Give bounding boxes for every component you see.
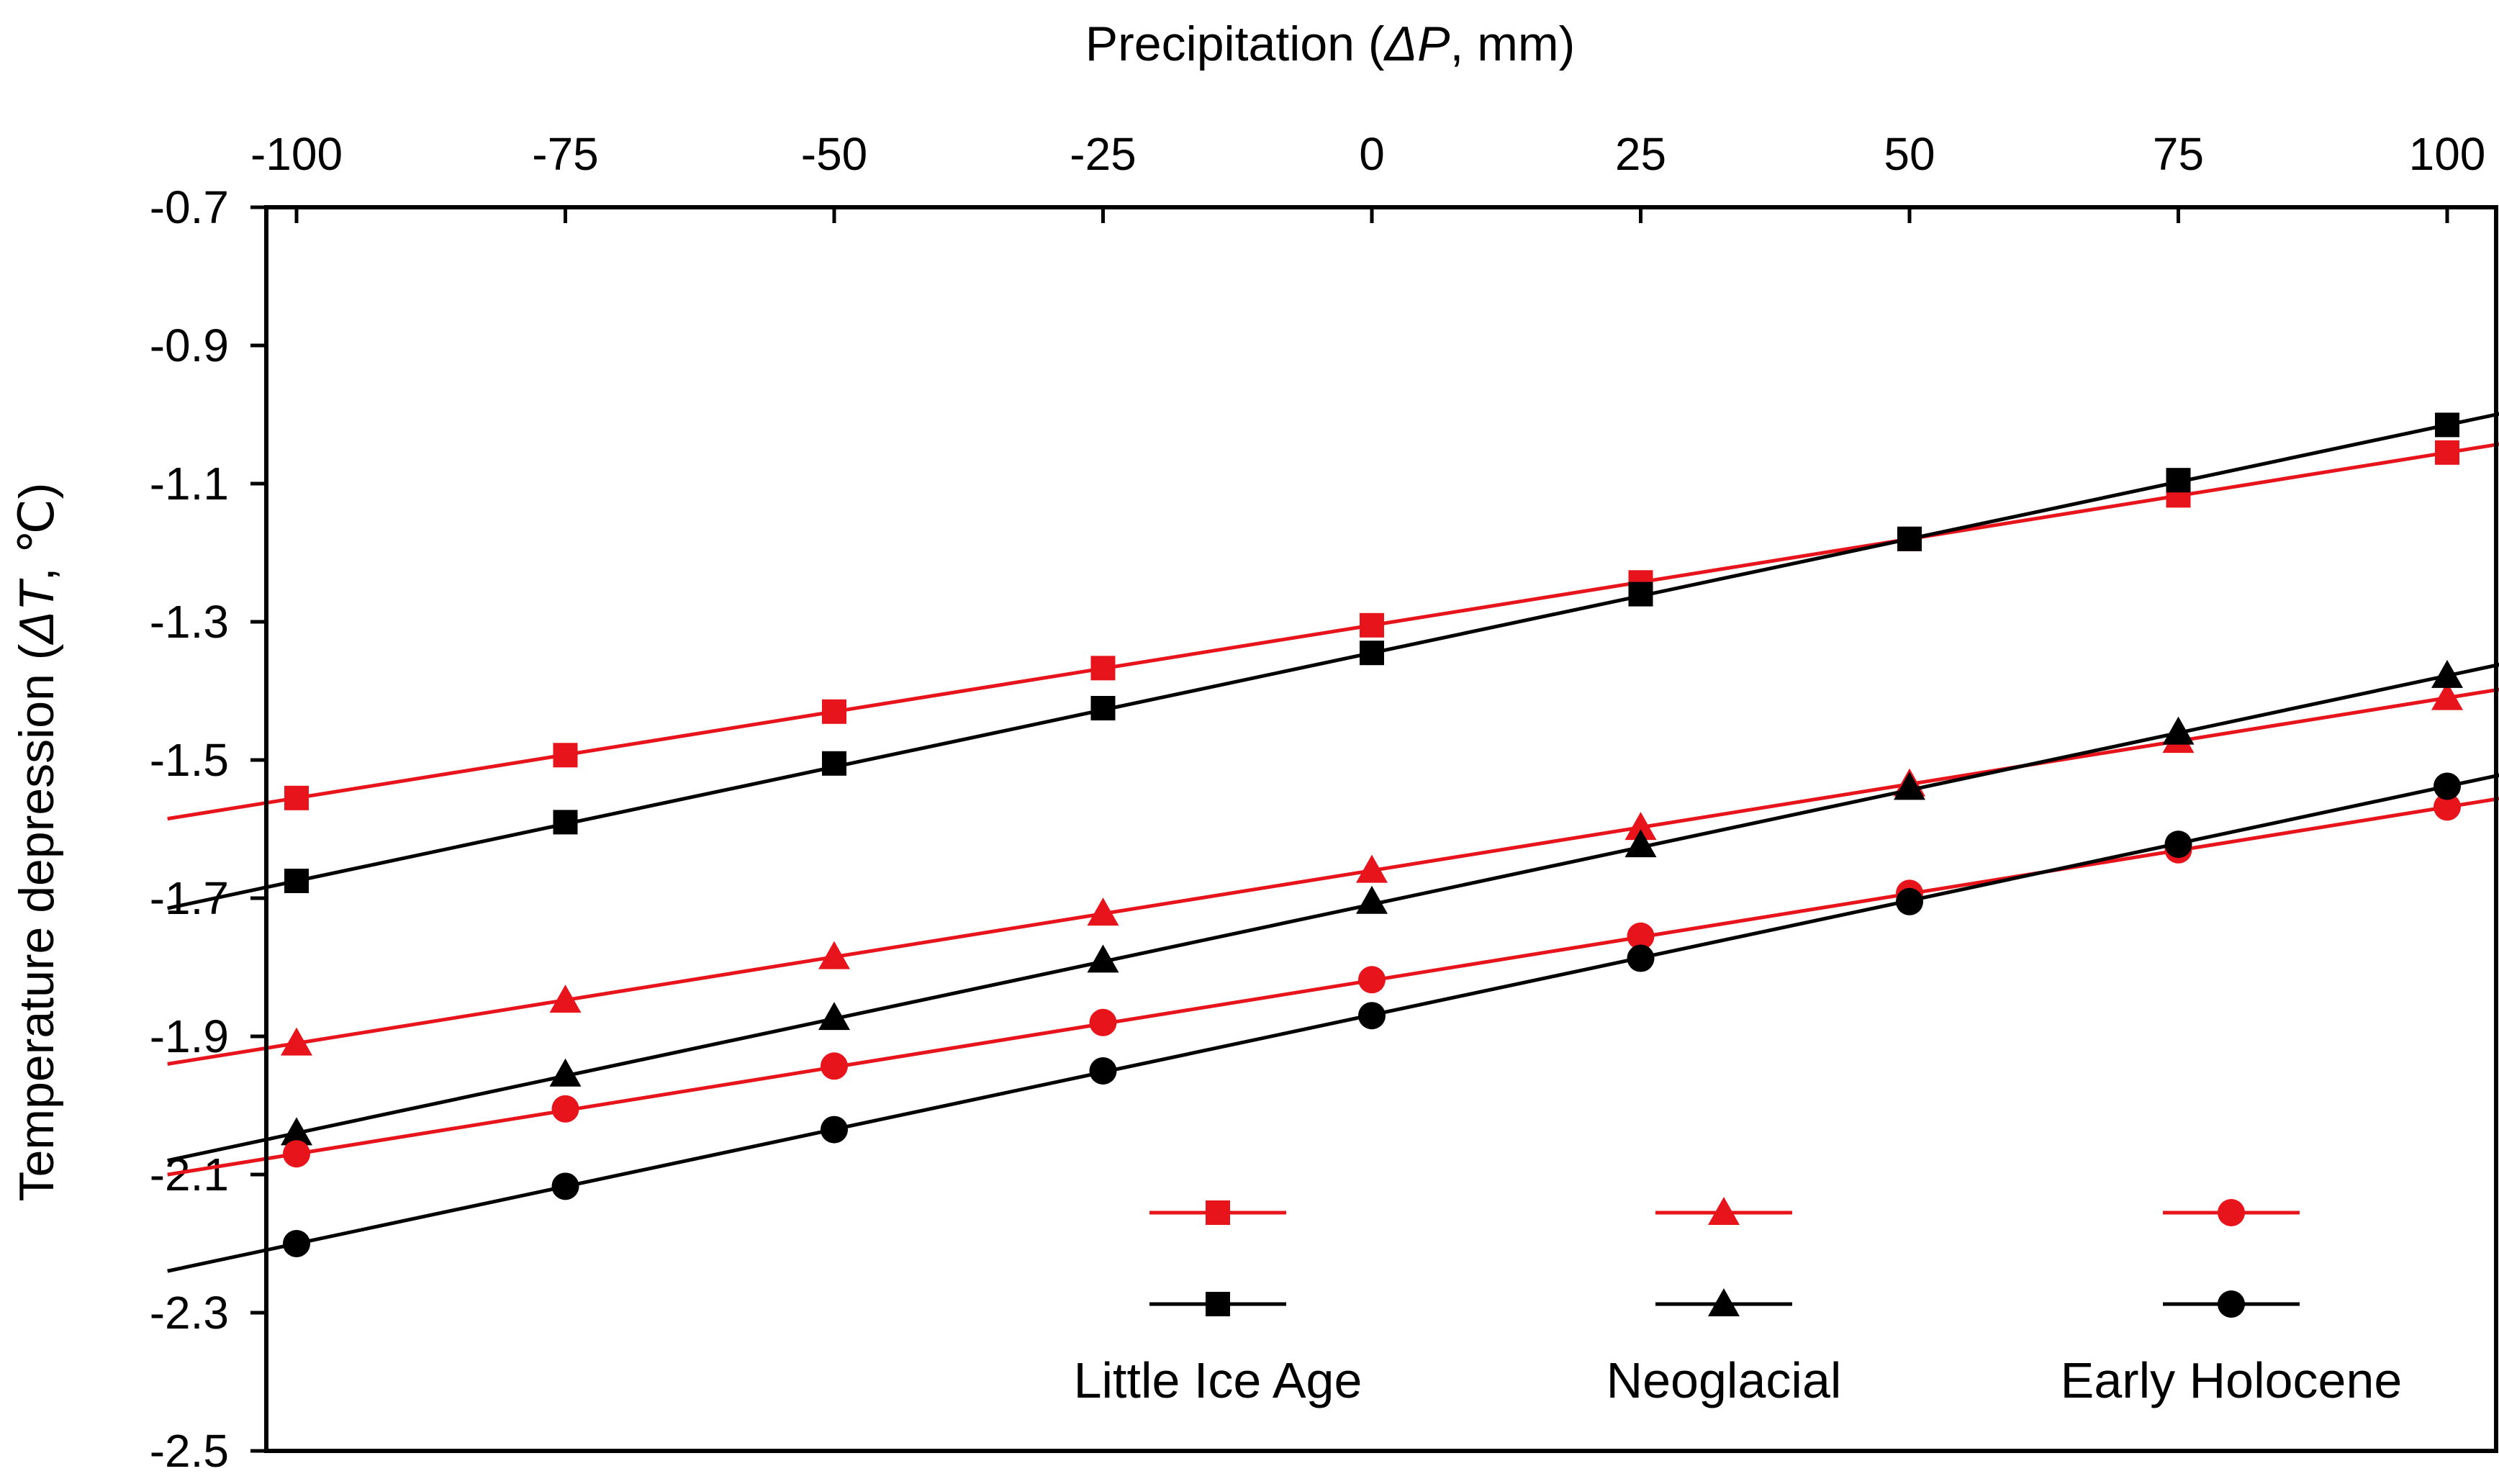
y-tick-label: -1.3 <box>150 596 229 648</box>
y-tick-label: -1.1 <box>150 458 229 510</box>
y-axis-title: Temperature depression (ΔT, ℃) <box>9 483 64 1202</box>
data-point <box>1896 887 1923 915</box>
x-tick-label: 100 <box>2409 128 2486 180</box>
data-point <box>284 785 309 810</box>
series-line <box>167 797 2499 1177</box>
data-point <box>1089 1008 1117 1036</box>
legend-marker <box>2218 1199 2245 1226</box>
data-point <box>1356 854 1388 883</box>
y-tick-label: -0.7 <box>150 181 229 233</box>
x-axis-title: Precipitation (ΔP, mm) <box>1085 17 1575 71</box>
y-tick-label: -0.9 <box>150 320 229 371</box>
legend-marker <box>1206 1292 1230 1316</box>
data-point <box>284 869 309 893</box>
data-point <box>1090 696 1116 720</box>
data-point <box>2434 793 2461 821</box>
data-point <box>1087 897 1119 926</box>
x-tick-label: -75 <box>532 128 599 180</box>
x-tick-label: -25 <box>1070 128 1136 180</box>
legend-marker <box>2218 1290 2245 1318</box>
x-tick-label: 0 <box>1359 128 1385 180</box>
data-point <box>281 1117 312 1146</box>
data-point <box>2162 716 2195 745</box>
data-point <box>1360 641 1384 666</box>
data-point <box>1624 812 1657 841</box>
data-point <box>1624 829 1657 858</box>
data-point <box>1089 1057 1117 1085</box>
data-point <box>283 1230 310 1257</box>
legend-label: Little Ice Age <box>1074 1352 1363 1408</box>
data-point <box>1894 772 1925 800</box>
data-point <box>1627 944 1655 972</box>
legend-item-little-ice-age: Little Ice Age <box>1074 1200 1363 1408</box>
series-line <box>167 663 2499 1162</box>
legend-marker <box>1206 1200 1230 1225</box>
y-tick-label: -2.3 <box>150 1287 229 1339</box>
series-little-ice-age-black <box>167 412 2499 910</box>
data-point <box>822 699 846 724</box>
data-point <box>281 1027 312 1056</box>
data-point <box>553 743 578 768</box>
data-point <box>818 1002 850 1031</box>
legend-marker <box>1708 1288 1740 1316</box>
x-tick-label: 75 <box>2153 128 2204 180</box>
data-point <box>1358 1002 1386 1030</box>
data-point <box>1897 526 1922 551</box>
data-point <box>549 1058 582 1087</box>
data-point <box>2164 831 2192 859</box>
y-ticks: -0.7-0.9-1.1-1.3-1.5-1.7-1.9-2.1-2.3-2.5 <box>150 181 266 1477</box>
data-point <box>818 941 850 969</box>
x-tick-label: -50 <box>801 128 868 180</box>
series-early-holocene-red <box>167 793 2499 1177</box>
x-ticks: -100 -75 -50 -25 0 25 50 75 100 <box>250 128 2485 223</box>
series-early-holocene-black <box>167 772 2499 1273</box>
legend-label: Neoglacial <box>1606 1352 1842 1408</box>
data-point <box>1356 885 1388 914</box>
data-point <box>2166 468 2191 493</box>
data-point <box>2431 659 2463 688</box>
legend-item-early-holocene: Early Holocene <box>2061 1199 2403 1408</box>
data-point <box>2435 440 2459 465</box>
series-layer <box>167 412 2499 1273</box>
data-point <box>1087 944 1119 973</box>
series-neoglacial-black <box>167 659 2499 1162</box>
plot-frame <box>264 205 2498 1453</box>
data-point <box>1360 612 1384 638</box>
data-point <box>821 1116 848 1144</box>
x-tick-label: 50 <box>1884 128 1935 180</box>
y-tick-label: -1.5 <box>150 734 229 786</box>
data-point <box>551 1095 579 1123</box>
series-line <box>167 687 2499 1066</box>
legend-item-neoglacial: Neoglacial <box>1606 1197 1842 1408</box>
data-point <box>822 751 846 776</box>
data-point <box>551 1172 579 1200</box>
series-line <box>167 412 2499 910</box>
data-point <box>2435 412 2459 438</box>
data-point <box>549 985 582 1013</box>
data-point <box>1627 922 1655 950</box>
legend-marker <box>1708 1197 1740 1225</box>
data-point <box>283 1140 310 1168</box>
data-point <box>2434 772 2461 800</box>
data-point <box>1628 582 1653 607</box>
y-tick-label: -1.9 <box>150 1010 229 1062</box>
legend: Little Ice Age Neoglacial Early Holocene <box>1074 1197 2403 1408</box>
y-tick-label: -2.5 <box>150 1425 229 1477</box>
series-neoglacial-red <box>167 682 2499 1066</box>
legend-label: Early Holocene <box>2061 1352 2403 1408</box>
x-tick-label: 25 <box>1615 128 1666 180</box>
x-tick-label: -100 <box>250 128 343 180</box>
data-point <box>2431 682 2463 710</box>
data-point <box>821 1052 848 1080</box>
data-point <box>1358 966 1386 994</box>
data-point <box>553 810 578 835</box>
data-point <box>1090 656 1116 681</box>
